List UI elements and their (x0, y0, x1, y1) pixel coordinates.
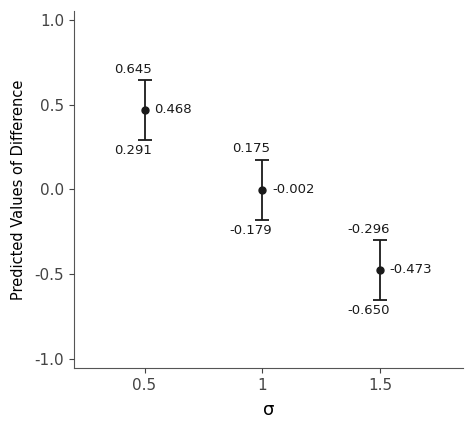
Text: 0.175: 0.175 (232, 142, 270, 156)
Y-axis label: Predicted Values of Difference: Predicted Values of Difference (11, 79, 26, 300)
Text: -0.296: -0.296 (347, 222, 390, 236)
Text: -0.179: -0.179 (229, 224, 272, 237)
Text: 0.468: 0.468 (154, 104, 191, 117)
X-axis label: σ: σ (263, 401, 274, 419)
Text: 0.645: 0.645 (114, 63, 152, 76)
Text: -0.650: -0.650 (347, 304, 390, 317)
Text: 0.291: 0.291 (114, 144, 152, 157)
Text: -0.002: -0.002 (272, 183, 314, 197)
Text: -0.473: -0.473 (390, 263, 432, 276)
